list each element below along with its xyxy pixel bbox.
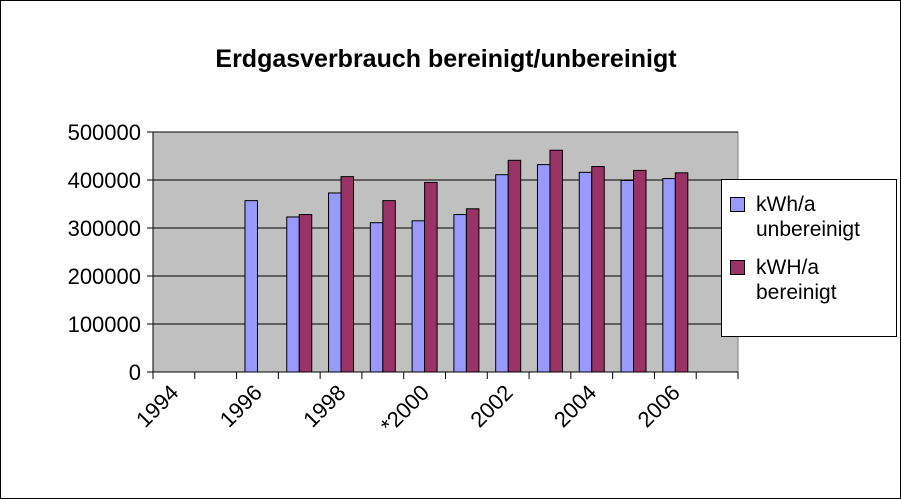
y-tick-label: 100000 <box>68 312 141 337</box>
x-tick-label: 2004 <box>549 380 601 432</box>
bar <box>298 214 313 373</box>
bar <box>620 179 635 373</box>
x-tick-label: *2000 <box>376 380 434 438</box>
legend-swatch <box>730 197 745 212</box>
bar <box>369 222 384 373</box>
bar <box>244 200 258 373</box>
y-tick-label: 400000 <box>68 168 141 193</box>
x-tick-label: 2006 <box>633 380 685 432</box>
bar <box>549 149 563 373</box>
bar <box>662 178 676 373</box>
legend-entry: kWh/a unbereinigt <box>730 192 892 242</box>
plot-area <box>152 131 739 373</box>
bar <box>465 208 480 373</box>
legend-swatch <box>730 260 745 275</box>
bar <box>591 166 605 373</box>
legend-label: kWH/a bereinigt <box>756 256 837 304</box>
y-tick-label: 500000 <box>68 120 141 145</box>
bar <box>578 171 593 373</box>
bar <box>411 220 426 373</box>
legend: kWh/a unbereinigt kWH/a bereinigt <box>721 179 897 337</box>
legend-label: kWh/a unbereinigt <box>756 193 860 241</box>
bar <box>495 174 509 373</box>
y-tick-label: 0 <box>129 360 141 385</box>
bar <box>536 164 551 373</box>
x-tick-label: 1996 <box>215 380 267 432</box>
bar <box>424 181 438 373</box>
x-tick-label: 2002 <box>465 380 517 432</box>
bar <box>633 169 647 373</box>
bar <box>674 172 689 373</box>
bar <box>507 159 522 373</box>
legend-entry: kWH/a bereinigt <box>730 255 892 305</box>
bar <box>382 200 396 373</box>
chart-title: Erdgasverbrauch bereinigt/unbereinigt <box>215 45 677 73</box>
bar <box>453 214 467 373</box>
x-tick-label: 1994 <box>131 380 183 432</box>
y-tick-label: 200000 <box>68 264 141 289</box>
y-tick-label: 300000 <box>68 216 141 241</box>
bar <box>340 176 355 373</box>
bar <box>328 192 342 373</box>
x-tick-label: 1998 <box>298 380 350 432</box>
bar <box>286 216 300 373</box>
